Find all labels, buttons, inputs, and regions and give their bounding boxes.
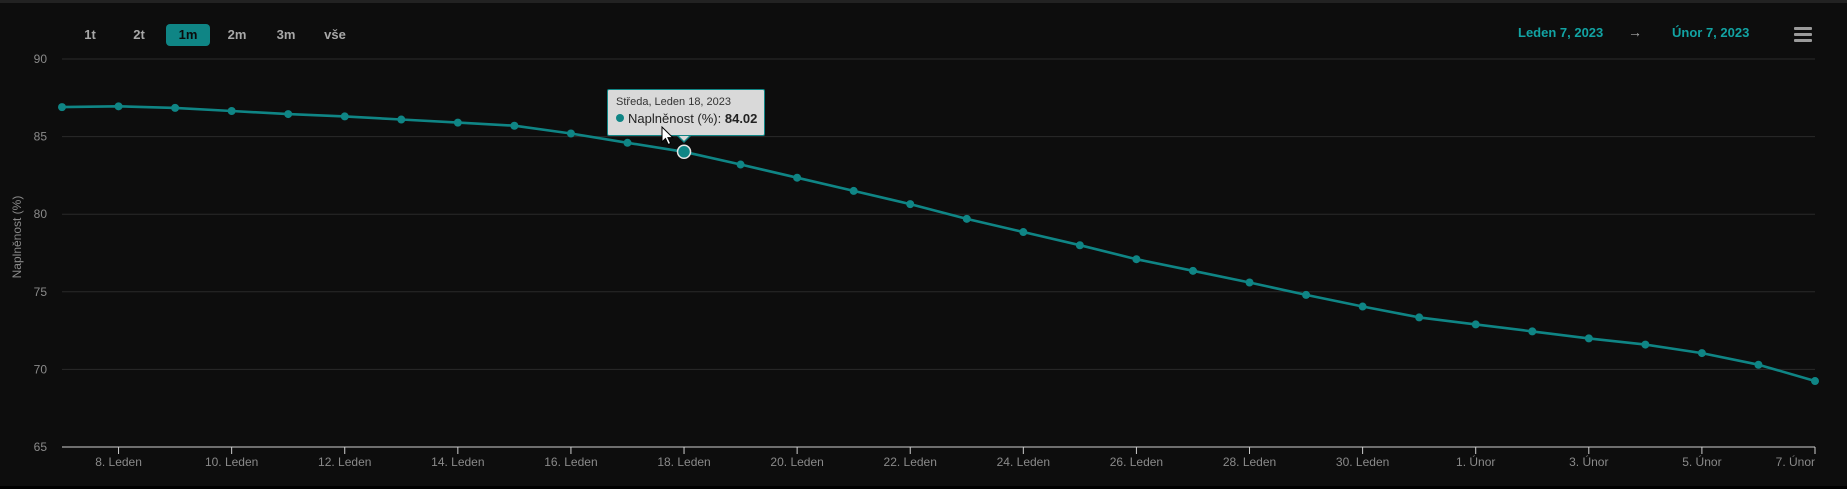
x-tick-label: 22. Leden: [884, 455, 937, 469]
data-tooltip: Středa, Leden 18, 2023 Naplněnost (%): 8…: [607, 88, 766, 136]
x-tick-label: 18. Leden: [657, 455, 710, 469]
tooltip-series-label: Naplněnost (%):: [628, 110, 725, 126]
highlighted-point: [676, 144, 692, 160]
y-tick-label: 80: [34, 207, 48, 221]
data-point: [171, 103, 180, 112]
range-button-2[interactable]: 1m: [166, 24, 210, 46]
data-point: [1075, 241, 1084, 250]
x-tick-label: 24. Leden: [997, 455, 1050, 469]
y-tick-label: 65: [34, 440, 48, 454]
x-tick-label: 30. Leden: [1336, 455, 1389, 469]
x-tick-label: 8. Leden: [95, 455, 142, 469]
data-point: [1754, 360, 1763, 369]
data-point: [1528, 327, 1537, 336]
tooltip-value: 84.02: [724, 110, 758, 126]
series-dot-icon: [616, 113, 625, 122]
data-point: [849, 186, 858, 195]
data-point: [1019, 228, 1028, 237]
data-point: [284, 110, 293, 119]
data-point: [566, 129, 575, 138]
date-range-arrow: →: [1628, 24, 1642, 40]
tooltip-series-line: Naplněnost (%): 84.02: [616, 110, 758, 128]
x-tick-label: 7. Únor: [1776, 454, 1815, 469]
data-point: [1811, 377, 1819, 386]
data-point: [623, 138, 632, 147]
y-tick-label: 85: [34, 130, 48, 144]
y-tick-label: 70: [34, 362, 48, 376]
x-tick-label: 12. Leden: [318, 455, 371, 469]
tooltip-pointer-fill: [677, 133, 692, 141]
data-point: [736, 160, 745, 169]
data-point: [1471, 320, 1480, 329]
date-to-input[interactable]: Únor 7, 2023: [1672, 25, 1750, 40]
x-tick-label: 1. Únor: [1456, 454, 1495, 469]
y-tick-label: 75: [34, 285, 48, 299]
data-point: [1584, 334, 1593, 343]
x-tick-label: 10. Leden: [205, 455, 258, 469]
data-point: [1188, 266, 1197, 275]
data-point: [1697, 349, 1706, 358]
line-chart: 65 70 75 80 85 90 8. Leden 10. Leden 12. Leden 14…: [10, 52, 1819, 469]
data-point: [1415, 313, 1424, 322]
data-point: [906, 200, 915, 209]
range-button-5[interactable]: vše: [324, 27, 346, 42]
data-point: [397, 115, 406, 124]
data-point: [1358, 302, 1367, 311]
x-tick-label: 26. Leden: [1110, 455, 1163, 469]
date-from-input[interactable]: Leden 7, 2023: [1518, 25, 1604, 40]
range-button-1[interactable]: 2t: [133, 27, 145, 42]
x-tick-label: 28. Leden: [1223, 455, 1276, 469]
data-point: [114, 102, 123, 111]
range-button-4[interactable]: 3m: [276, 27, 296, 42]
x-tick-label: 5. Únor: [1682, 454, 1721, 469]
x-tick-label: 3. Únor: [1569, 454, 1608, 469]
tooltip-date: Středa, Leden 18, 2023: [616, 95, 732, 108]
data-point: [453, 118, 462, 127]
data-point: [1132, 255, 1141, 264]
range-button-0[interactable]: 1t: [84, 27, 96, 42]
data-point: [1245, 278, 1254, 287]
x-tick-label: 14. Leden: [431, 455, 484, 469]
y-tick-label: 90: [34, 52, 48, 66]
data-point: [793, 173, 802, 182]
data-point: [1302, 290, 1311, 299]
series-line: [61, 105, 1816, 383]
hamburger-menu-icon[interactable]: [1794, 27, 1812, 43]
range-button-3[interactable]: 2m: [227, 27, 247, 42]
x-tick-label: 20. Leden: [770, 455, 823, 469]
mouse-cursor-icon: [661, 126, 675, 146]
data-point: [58, 103, 66, 112]
data-point: [340, 112, 349, 121]
data-point: [1641, 340, 1650, 349]
y-axis-label: Naplněnost (%): [10, 196, 24, 279]
x-tick-label: 16. Leden: [544, 455, 597, 469]
data-point: [227, 106, 236, 115]
data-point: [510, 121, 519, 130]
data-point: [962, 214, 971, 223]
